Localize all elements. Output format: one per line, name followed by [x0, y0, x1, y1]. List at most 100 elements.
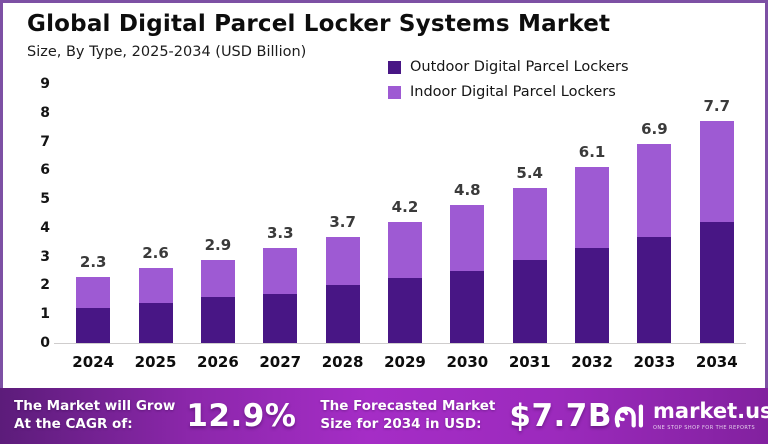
- bar-slot: 2.9: [187, 84, 249, 343]
- x-labels: 2024 2025 2026 2027 2028 2029 2030 2031 2032 2033…: [62, 353, 748, 371]
- marketus-logo-text: market.us: [653, 399, 768, 423]
- indoor-segment: [575, 167, 610, 249]
- bar-slot: 4.8: [436, 84, 498, 343]
- cagr-label-line1: The Market will Grow: [14, 398, 176, 415]
- legend-label: Outdoor Digital Parcel Lockers: [410, 59, 629, 75]
- x-axis-label: 2034: [695, 353, 738, 371]
- indoor-segment: [699, 121, 734, 223]
- outdoor-segment: [200, 296, 235, 343]
- legend: Outdoor Digital Parcel Lockers Indoor Di…: [388, 59, 629, 109]
- x-axis-label: 2033: [633, 353, 676, 371]
- bar-slot: 2.6: [124, 84, 186, 343]
- outdoor-segment: [263, 294, 298, 343]
- bar-slot: 3.3: [249, 84, 311, 343]
- y-tick-label: 9: [40, 76, 50, 92]
- x-axis-line: [54, 343, 746, 344]
- cagr-label-line2: At the CAGR of:: [14, 416, 133, 432]
- bars: 2.3 2.6 2.9 3.3 3.7 4.2 4.8 5.4 6.1 6.9 7.7: [62, 84, 748, 343]
- bar-stack: 2.9: [200, 236, 235, 343]
- bar-stack: 5.4: [512, 164, 547, 343]
- page-title: Global Digital Parcel Locker Systems Mar…: [27, 11, 611, 37]
- x-axis-label: 2032: [571, 353, 613, 371]
- marketus-logo-icon: [614, 404, 644, 428]
- x-axis-label: 2025: [134, 353, 177, 371]
- bar-slot: 6.9: [623, 84, 685, 343]
- indoor-segment: [512, 187, 547, 260]
- outdoor-segment: [575, 248, 610, 343]
- outdoor-segment: [387, 278, 422, 343]
- bar-stack: 4.2: [387, 198, 422, 343]
- indoor-segment: [76, 276, 111, 309]
- x-axis-label: 2027: [259, 353, 302, 371]
- outdoor-segment: [450, 271, 485, 343]
- y-tick-label: 8: [40, 104, 50, 121]
- bar-stack: 3.3: [263, 224, 298, 343]
- forecast-value: $7.7B: [509, 398, 613, 434]
- bar-slot: 5.4: [499, 84, 561, 343]
- outdoor-segment: [637, 236, 672, 343]
- y-tick-label: 4: [40, 219, 50, 236]
- indoor-segment: [200, 259, 235, 297]
- bar-stack: 6.1: [575, 143, 610, 343]
- x-axis-label: 2024: [72, 353, 115, 371]
- bar-value-label: 6.9: [641, 120, 668, 139]
- bar-value-label: 2.3: [79, 252, 107, 271]
- bar-stack: 7.7: [699, 97, 734, 343]
- bar-value-label: 3.3: [266, 224, 294, 243]
- legend-label: Indoor Digital Parcel Lockers: [410, 84, 616, 100]
- bar-value-label: 2.6: [142, 244, 169, 263]
- bar-stack: 6.9: [637, 120, 672, 343]
- indoor-segment: [325, 236, 360, 286]
- bar-value-label: 4.2: [391, 198, 419, 217]
- cagr-label: The Market will Grow At the CAGR of:: [14, 398, 175, 433]
- indoor-segment: [450, 204, 485, 272]
- indoor-segment: [263, 248, 298, 295]
- bar-slot: 7.7: [686, 84, 748, 343]
- outdoor-segment: [325, 285, 360, 343]
- bar-stack: 2.6: [138, 244, 173, 343]
- bar-slot: 6.1: [561, 84, 623, 343]
- bar-slot: 3.7: [311, 84, 373, 343]
- x-axis-label: 2031: [508, 353, 551, 371]
- outdoor-segment: [76, 308, 111, 343]
- bar-value-label: 7.7: [703, 97, 731, 116]
- x-axis-label: 2026: [197, 353, 239, 371]
- outdoor-segment: [138, 302, 173, 343]
- bar-value-label: 6.1: [578, 143, 606, 162]
- outdoor-swatch-icon: [388, 60, 401, 74]
- bar-value-label: 3.7: [329, 212, 356, 231]
- forecast-label-line2: Size for 2034 in USD:: [320, 416, 482, 432]
- x-axis-label: 2028: [321, 353, 364, 371]
- bar-stack: 3.7: [325, 213, 360, 343]
- y-tick-label: 7: [40, 133, 50, 150]
- y-tick-label: 5: [40, 191, 50, 208]
- outdoor-segment: [699, 222, 734, 343]
- plot-area: 0 1 2 3 4 5 6 7 8 9 2.3 2.6 2.9 3.3 3.7 4.2 4.8 5.4 6.1 6.…: [40, 76, 748, 371]
- bar-stack: 2.3: [76, 253, 111, 343]
- indoor-segment: [387, 222, 422, 279]
- marketus-logo-tagline: ONE STOP SHOP FOR THE REPORTS: [653, 425, 756, 431]
- summary-banner: The Market will Grow At the CAGR of: 12.…: [0, 388, 768, 444]
- bar-value-label: 5.4: [516, 163, 543, 182]
- x-axis-label: 2030: [446, 353, 489, 371]
- y-tick-label: 6: [40, 162, 50, 179]
- bar-value-label: 2.9: [204, 235, 232, 254]
- bar-slot: 4.2: [374, 84, 436, 343]
- indoor-segment: [637, 144, 672, 237]
- y-tick-label: 2: [40, 277, 50, 294]
- y-axis: 0 1 2 3 4 5 6 7 8 9: [24, 76, 50, 351]
- cagr-value: 12.9%: [186, 398, 297, 434]
- forecast-label-line1: The Forecasted Market: [320, 398, 496, 415]
- legend-item-indoor: Indoor Digital Parcel Lockers: [388, 84, 629, 100]
- bar-slot: 2.3: [62, 84, 124, 343]
- x-axis-label: 2029: [384, 353, 426, 371]
- indoor-segment: [138, 268, 173, 303]
- forecast-label: The Forecasted Market Size for 2034 in U…: [320, 398, 495, 433]
- marketus-logo: market.us ONE STOP SHOP FOR THE REPORTS: [612, 401, 768, 431]
- chart-header: Global Digital Parcel Locker Systems Mar…: [27, 11, 610, 60]
- chart-subtitle: Size, By Type, 2025-2034 (USD Billion): [27, 44, 307, 60]
- y-tick-label: 3: [40, 248, 50, 265]
- legend-item-outdoor: Outdoor Digital Parcel Lockers: [388, 59, 629, 75]
- y-tick-label: 1: [40, 306, 50, 323]
